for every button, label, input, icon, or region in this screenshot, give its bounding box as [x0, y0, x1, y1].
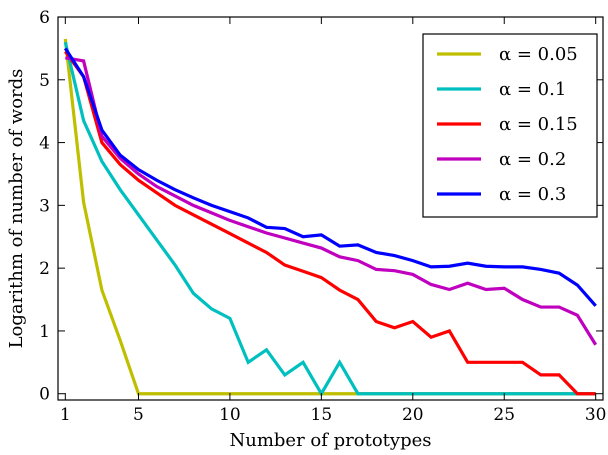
y-tick-label: 0: [39, 385, 50, 405]
x-tick-label: 1: [60, 405, 71, 425]
y-axis-label: Logarithm of number of words: [6, 69, 27, 349]
x-tick-label: 25: [493, 405, 515, 425]
legend-label: α = 0.3: [499, 184, 566, 205]
x-tick-label: 30: [585, 405, 607, 425]
x-axis-label: Number of prototypes: [230, 430, 432, 451]
legend-label: α = 0.15: [499, 114, 578, 135]
y-tick-label: 5: [39, 71, 50, 91]
y-tick-label: 3: [39, 196, 50, 216]
series-line-2: [63, 41, 596, 397]
x-tick-label: 5: [133, 405, 144, 425]
legend-label: α = 0.05: [499, 44, 578, 65]
series-line-4: [65, 56, 598, 346]
series-line-5: [63, 47, 597, 307]
series-layer: [63, 38, 598, 397]
legend: α = 0.05 α = 0.1 α = 0.15 α = 0.2 α = 0.3: [422, 33, 598, 218]
y-tick-label: 4: [39, 134, 50, 154]
x-tick-label: 10: [219, 405, 241, 425]
legend-label: α = 0.2: [499, 149, 566, 170]
plot-frame: [57, 16, 604, 401]
y-tick-label: 2: [39, 259, 50, 279]
y-tick-label: 6: [39, 8, 50, 28]
series-line-3: [64, 50, 596, 396]
x-tick-label: 15: [311, 405, 333, 425]
legend-label: α = 0.1: [499, 79, 566, 100]
y-tick-label: 1: [39, 322, 50, 342]
x-tick-label: 20: [402, 405, 424, 425]
